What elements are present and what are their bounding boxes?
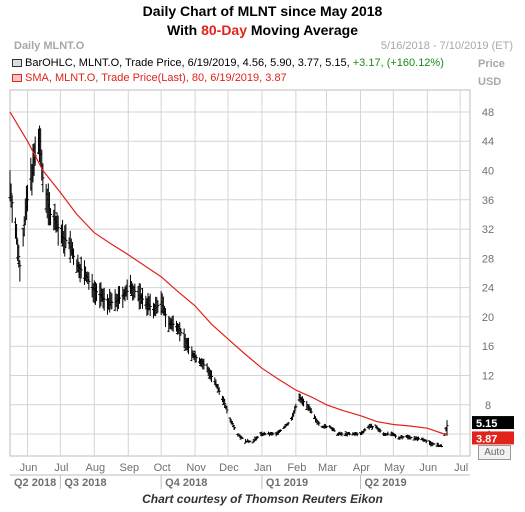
ohlc-swatch-icon (12, 59, 22, 68)
y-axis-unit-price: Price (478, 58, 505, 70)
quarter-label: Q3 2018 (64, 477, 106, 489)
sma-swatch-icon (12, 74, 22, 83)
last-price-tag-box (472, 416, 514, 430)
y-tick-label: 48 (482, 107, 494, 119)
y-tick-label: 16 (482, 341, 494, 353)
x-tick-label: Sep (119, 462, 139, 474)
auto-scale-button[interactable]: Auto (478, 445, 511, 460)
x-tick-label: Jan (254, 462, 272, 474)
x-tick-label: Jun (20, 462, 38, 474)
legend-bar-text: BarOHLC, MLNT.O, Trade Price, 6/19/2019,… (25, 57, 350, 69)
x-tick-label: Feb (287, 462, 306, 474)
legend-bar-series[interactable]: BarOHLC, MLNT.O, Trade Price, 6/19/2019,… (12, 57, 444, 69)
subtitle-prefix: With (166, 22, 202, 38)
x-tick-label: Aug (86, 462, 106, 474)
chart-title: Daily Chart of MLNT since May 2018 (142, 3, 383, 19)
y-tick-label: 20 (482, 312, 494, 324)
quarter-label: Q2 2018 (14, 477, 56, 489)
x-tick-label: Jun (419, 462, 437, 474)
x-tick-label: Jul (54, 462, 68, 474)
y-tick-label: 36 (482, 195, 494, 207)
quarter-label: Q4 2018 (165, 477, 207, 489)
y-tick-label: 8 (485, 400, 491, 412)
y-tick-label: 24 (482, 283, 494, 295)
last-sma-tag-box (472, 431, 514, 445)
legend-sma-series[interactable]: SMA, MLNT.O, Trade Price(Last), 80, 6/19… (12, 72, 287, 84)
y-tick-label: 44 (482, 136, 494, 148)
x-tick-label: Apr (353, 462, 370, 474)
x-tick-label: Mar (318, 462, 337, 474)
y-tick-label: 12 (482, 370, 494, 382)
y-tick-label: 32 (482, 224, 494, 236)
legend-sma-text: SMA, MLNT.O, Trade Price(Last), 80, 6/19… (25, 72, 287, 84)
y-tick-label: 28 (482, 253, 494, 265)
y-axis-unit-currency: USD (478, 76, 502, 88)
plot-area (9, 89, 471, 457)
chart-credit: Chart courtesy of Thomson Reuters Eikon (142, 492, 383, 506)
quarter-label: Q2 2019 (364, 477, 406, 489)
chart-instrument-name: Daily MLNT.O (14, 40, 85, 52)
x-tick-label: Nov (186, 462, 206, 474)
chart-date-range: 5/16/2018 - 7/10/2019 (ET) (380, 40, 513, 52)
legend-bar-change: +3.17, (+160.12%) (352, 57, 444, 69)
x-tick-label: Jul (454, 462, 468, 474)
y-tick-label: 40 (482, 166, 494, 178)
chart-subtitle: With 80-Day Moving Average (0, 22, 525, 38)
x-tick-label: Oct (154, 462, 171, 474)
last-price-tag: 5.15 (476, 418, 497, 430)
x-tick-label: May (384, 462, 405, 474)
subtitle-highlight: 80-Day (201, 22, 247, 38)
subtitle-suffix: Moving Average (247, 22, 358, 38)
quarter-label: Q1 2019 (266, 477, 308, 489)
sma-line (9, 111, 448, 436)
last-sma-tag: 3.87 (476, 433, 497, 445)
x-tick-label: Dec (219, 462, 239, 474)
